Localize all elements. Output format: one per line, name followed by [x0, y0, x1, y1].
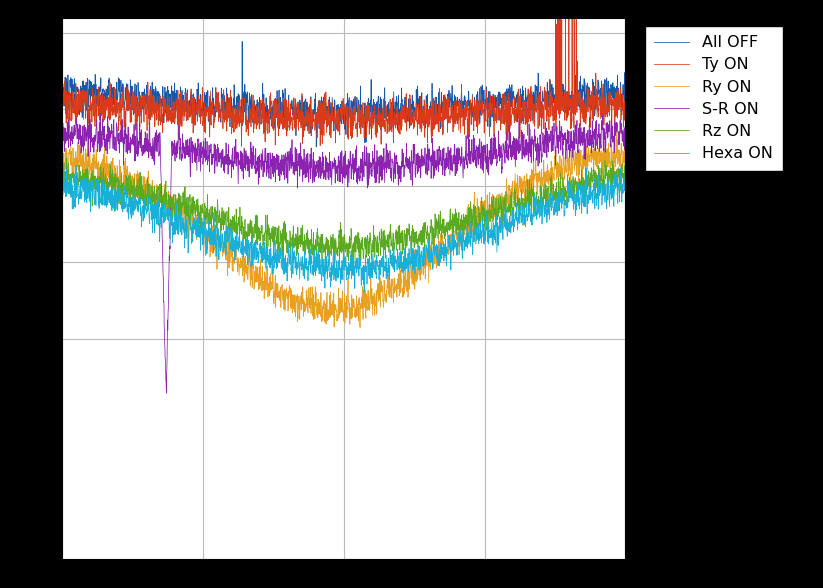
Ry ON [273, 282, 283, 289]
All OFF [57, 79, 67, 86]
All OFF [610, 85, 620, 92]
All OFF [237, 38, 247, 45]
Rz ON [621, 167, 630, 174]
Hexa ON [360, 288, 370, 295]
Hexa ON [121, 190, 131, 197]
Ty ON [273, 125, 283, 132]
Ty ON [155, 111, 165, 118]
Legend: All OFF, Ty ON, Ry ON, S-R ON, Rz ON, Hexa ON: All OFF, Ty ON, Ry ON, S-R ON, Rz ON, He… [644, 26, 783, 171]
Ry ON [611, 126, 621, 133]
Line: Hexa ON: Hexa ON [62, 163, 625, 292]
Hexa ON [298, 265, 308, 272]
Ry ON [549, 175, 559, 182]
Line: All OFF: All OFF [62, 42, 625, 147]
Ry ON [621, 129, 630, 136]
Ty ON [621, 105, 630, 112]
S-R ON [549, 119, 559, 126]
Rz ON [298, 232, 308, 239]
S-R ON [610, 119, 620, 126]
Ry ON [57, 176, 67, 183]
Rz ON [317, 263, 327, 270]
Hexa ON [621, 178, 630, 185]
Line: Ty ON: Ty ON [62, 0, 625, 146]
S-R ON [273, 172, 283, 179]
Rz ON [155, 181, 165, 188]
Rz ON [273, 241, 283, 248]
Rz ON [610, 178, 620, 185]
Ry ON [297, 300, 307, 307]
Ty ON [121, 103, 131, 111]
Line: Ry ON: Ry ON [62, 129, 625, 328]
All OFF [549, 96, 559, 103]
All OFF [298, 111, 308, 118]
Ty ON [236, 143, 246, 150]
Rz ON [57, 170, 67, 177]
Line: Rz ON: Rz ON [62, 158, 625, 267]
Rz ON [57, 155, 67, 162]
Ty ON [57, 101, 67, 108]
S-R ON [121, 148, 131, 155]
Ty ON [298, 140, 308, 147]
All OFF [621, 88, 630, 95]
Hexa ON [273, 248, 283, 255]
S-R ON [155, 135, 165, 142]
All OFF [273, 96, 283, 103]
Ry ON [610, 142, 620, 149]
Hexa ON [155, 238, 165, 245]
Ty ON [610, 128, 620, 135]
Hexa ON [549, 212, 559, 219]
S-R ON [57, 135, 67, 142]
All OFF [311, 143, 321, 151]
S-R ON [298, 178, 308, 185]
Ry ON [355, 324, 365, 331]
All OFF [121, 96, 131, 103]
Line: S-R ON: S-R ON [62, 113, 625, 393]
Ry ON [121, 173, 131, 181]
Hexa ON [57, 185, 67, 192]
Ry ON [155, 195, 165, 202]
S-R ON [95, 110, 105, 117]
Rz ON [549, 189, 559, 196]
All OFF [155, 91, 165, 98]
Hexa ON [610, 171, 620, 178]
Rz ON [121, 178, 131, 185]
S-R ON [161, 390, 171, 397]
Ty ON [549, 115, 559, 122]
Hexa ON [59, 160, 69, 167]
S-R ON [621, 126, 630, 133]
